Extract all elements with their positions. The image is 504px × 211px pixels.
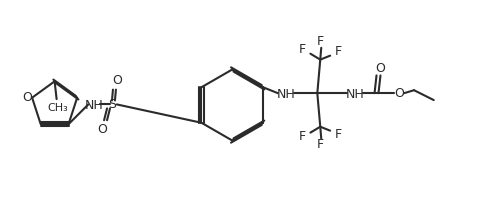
Text: F: F — [299, 130, 306, 143]
Text: O: O — [112, 74, 122, 87]
Text: CH₃: CH₃ — [47, 103, 68, 113]
Text: F: F — [299, 43, 306, 56]
Text: F: F — [317, 35, 324, 48]
Text: S: S — [108, 98, 116, 111]
Text: O: O — [375, 62, 386, 75]
Text: F: F — [335, 128, 342, 141]
Text: F: F — [335, 45, 342, 58]
Text: O: O — [97, 123, 107, 136]
Text: F: F — [317, 138, 324, 151]
Text: NH: NH — [345, 88, 364, 101]
Text: O: O — [394, 87, 404, 100]
Text: O: O — [22, 91, 32, 104]
Text: NH: NH — [276, 88, 295, 101]
Text: NH: NH — [85, 99, 104, 112]
